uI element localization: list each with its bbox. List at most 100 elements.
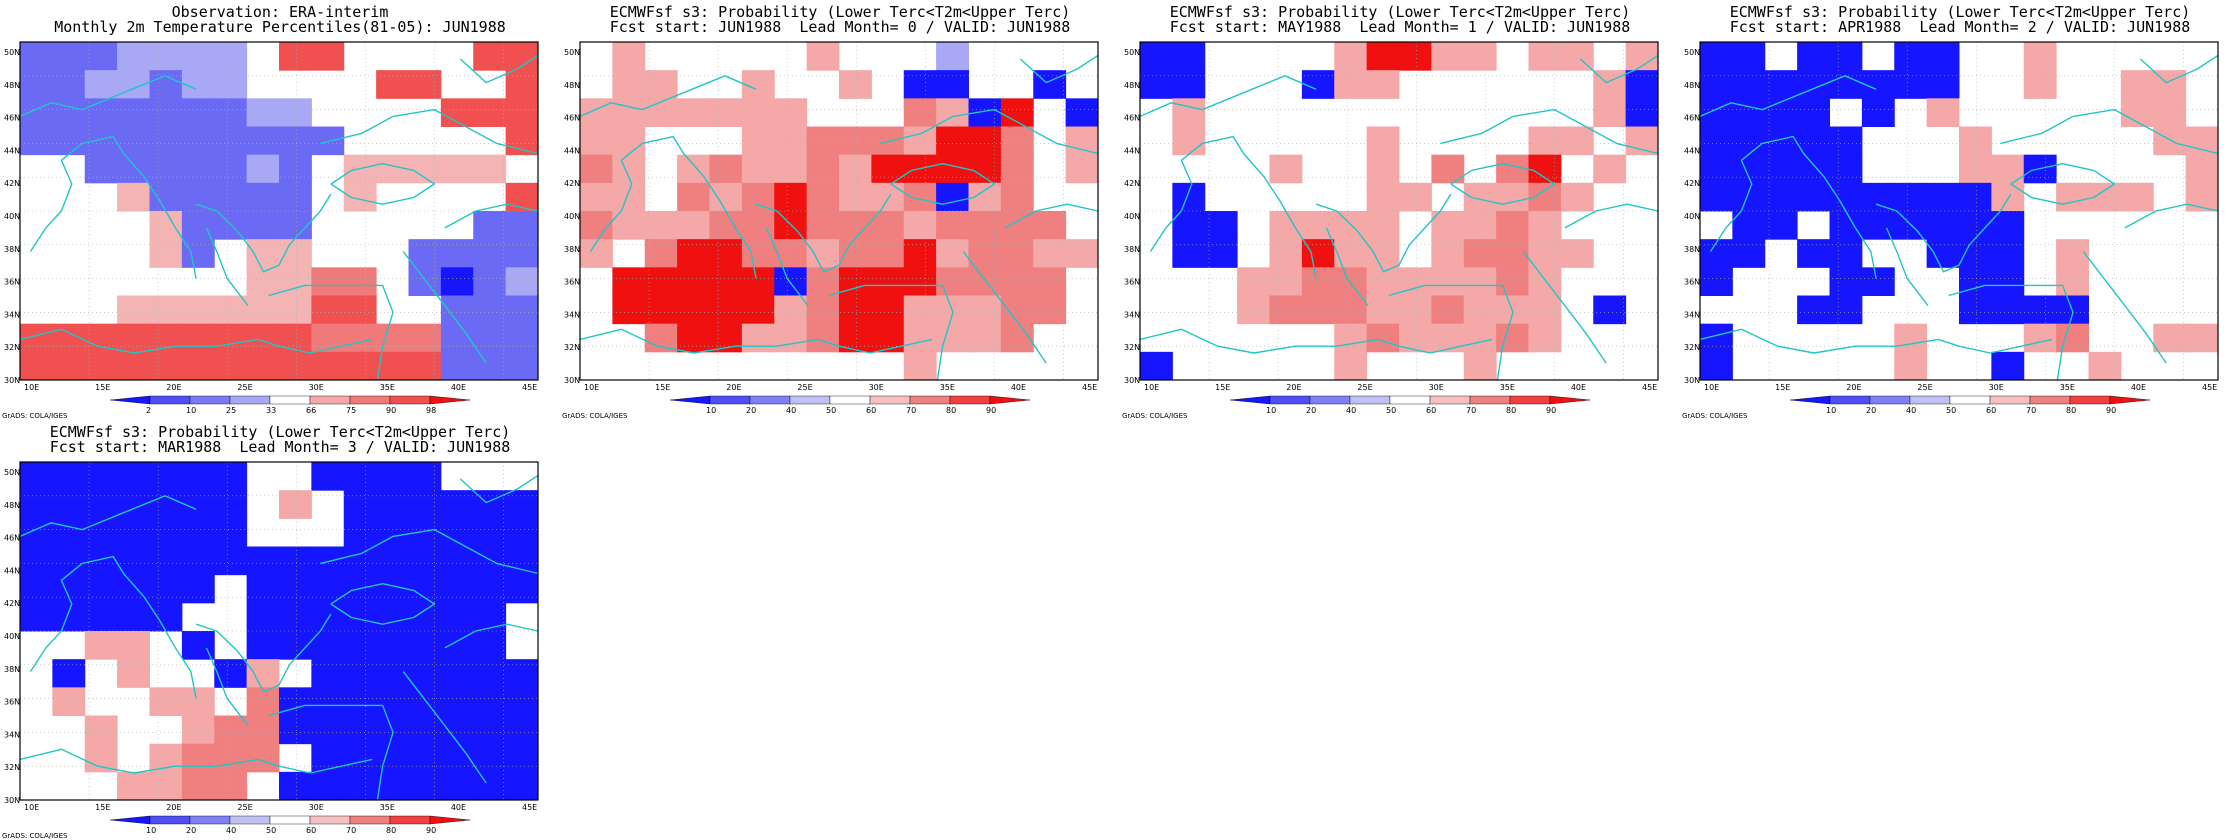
grid-cell xyxy=(612,182,646,212)
lat-tick-label: 44N xyxy=(4,566,20,575)
grid-cell xyxy=(1700,182,1733,212)
lon-tick-label: 15E xyxy=(95,803,110,812)
grid-cell xyxy=(505,490,539,519)
lon-tick-label: 25E xyxy=(1917,383,1932,392)
grid-cell xyxy=(505,518,539,547)
map-frame xyxy=(579,41,1099,381)
colorbar-segment xyxy=(949,395,991,405)
lon-tick-label: 45E xyxy=(1642,383,1657,392)
grid-cell xyxy=(1732,70,1766,99)
lon-tick-label: 40E xyxy=(451,803,466,812)
colorbar-label: 40 xyxy=(226,826,236,835)
grid-cell xyxy=(117,98,150,127)
grid-cell xyxy=(1269,211,1303,240)
grid-cell xyxy=(149,239,183,268)
grid-cell xyxy=(903,126,937,156)
lon-tick-label: 25E xyxy=(237,383,252,392)
grid-cell xyxy=(311,602,345,632)
grid-cell xyxy=(1732,42,1766,71)
grid-cell xyxy=(376,687,409,716)
grid-cell xyxy=(1991,182,2025,212)
colorbar-segment xyxy=(309,395,351,405)
colorbar-segment xyxy=(149,395,191,405)
map-frame xyxy=(19,41,539,381)
grid-cell xyxy=(806,295,840,325)
colorbar-segment xyxy=(749,395,791,405)
grid-cell xyxy=(936,239,969,268)
grid-cell xyxy=(1593,295,1627,325)
grid-cell xyxy=(376,602,409,632)
lat-tick-label: 48N xyxy=(4,81,20,90)
map-frame xyxy=(1699,41,2219,381)
grid-cell xyxy=(2023,323,2057,353)
colorbar-segment xyxy=(349,395,391,405)
colorbar-label: 33 xyxy=(266,406,276,415)
grid-cell xyxy=(181,574,215,604)
grid-cell xyxy=(1700,154,1733,184)
grid-cell xyxy=(52,518,86,547)
grid-cell xyxy=(2120,182,2154,212)
grid-cell xyxy=(181,182,215,212)
colorbar-segment xyxy=(1949,395,1991,405)
lon-tick-label: 15E xyxy=(1215,383,1230,392)
colorbar-label: 20 xyxy=(1866,406,1876,415)
grid-cell xyxy=(1732,182,1766,212)
grid-cell xyxy=(376,659,409,688)
grid-cell xyxy=(871,267,905,296)
grid-cell xyxy=(1463,182,1497,212)
grid-cell xyxy=(20,574,53,604)
colorbar-label: 60 xyxy=(1986,406,1996,415)
grid-cell xyxy=(1366,126,1400,156)
lon-tick-label: 15E xyxy=(655,383,670,392)
grid-cell xyxy=(408,239,442,268)
grid-cell xyxy=(2056,239,2089,268)
grid-cell xyxy=(709,182,743,212)
grid-cell xyxy=(1033,295,1067,325)
grid-cell xyxy=(311,42,345,71)
grid-cell xyxy=(20,351,53,381)
grid-cell xyxy=(311,715,345,745)
grid-cell xyxy=(279,490,312,519)
grid-cell xyxy=(1894,182,1928,212)
grid-cell xyxy=(1237,267,1270,296)
grid-cell xyxy=(1894,323,1928,353)
grid-cell xyxy=(1496,239,1529,268)
grid-cell xyxy=(52,546,86,576)
grid-cell xyxy=(408,659,442,688)
lat-tick-label: 36N xyxy=(1684,278,1700,287)
grid-cell xyxy=(343,295,377,325)
grid-cell xyxy=(181,715,215,745)
grid-cell xyxy=(2185,182,2219,212)
grid-cell xyxy=(1000,267,1034,296)
grid-cell xyxy=(408,631,442,660)
colorbar-segment xyxy=(669,395,711,405)
grid-cell xyxy=(1366,295,1400,325)
grid-cell xyxy=(20,98,53,127)
lat-tick-label: 36N xyxy=(4,278,20,287)
grid-cell xyxy=(1926,182,1960,212)
grid-cell xyxy=(214,295,248,325)
grid-cell xyxy=(473,211,507,240)
grid-cell xyxy=(677,323,710,353)
grid-cell xyxy=(181,42,215,71)
grid-cell xyxy=(741,323,775,353)
map-panel-3: ECMWFsf s3: Probability (Lower Terc<T2m<… xyxy=(1680,0,2240,420)
lon-tick-label: 30E xyxy=(309,803,324,812)
grid-cell xyxy=(84,126,118,156)
grid-cell xyxy=(936,267,969,296)
colorbar-segment xyxy=(309,815,351,825)
grid-cell xyxy=(440,295,474,325)
grid-cell xyxy=(1496,182,1529,212)
lat-tick-label: 32N xyxy=(564,343,580,352)
coastlines xyxy=(19,54,539,381)
grid-cell xyxy=(214,743,248,773)
lat-tick-label: 48N xyxy=(1684,81,1700,90)
grid-cell xyxy=(774,182,808,212)
lon-tick-label: 40E xyxy=(1011,383,1026,392)
grid-cell xyxy=(246,602,280,632)
grid-cell xyxy=(246,211,280,240)
grid-cell xyxy=(968,211,1002,240)
grid-cell xyxy=(246,182,280,212)
grid-cell xyxy=(936,42,969,71)
grid-cell xyxy=(376,631,409,660)
